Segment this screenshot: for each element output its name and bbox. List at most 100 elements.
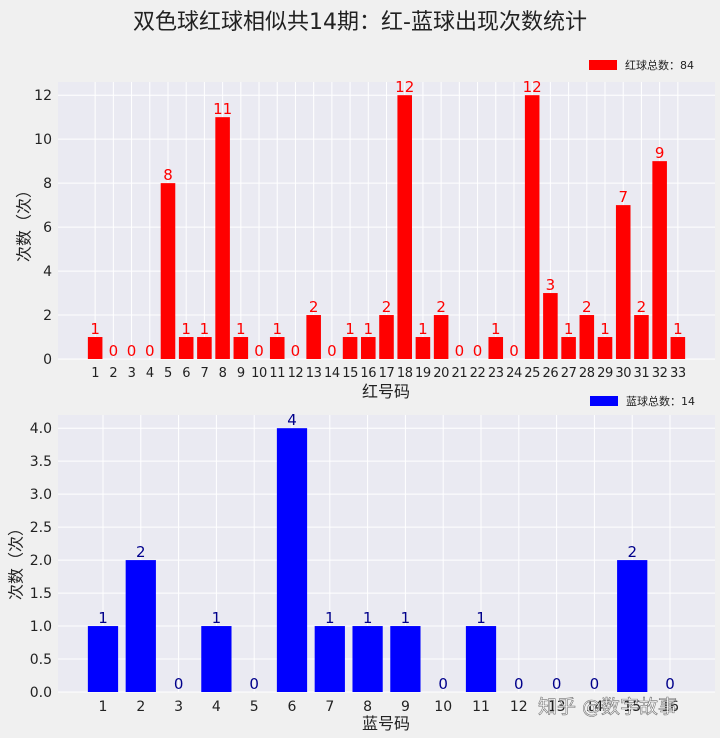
blue-x-tick-label-14: 14 (585, 699, 603, 715)
red-value-label-21: 0 (455, 342, 465, 360)
red-value-label-22: 0 (473, 342, 483, 360)
red-x-tick-label-31: 31 (634, 366, 650, 381)
red-bar-1 (87, 337, 103, 359)
red-bar-18 (397, 95, 412, 359)
red-value-label-4: 0 (145, 342, 155, 360)
blue-value-label-15: 2 (627, 543, 637, 561)
blue-y-tick-label: 3.0 (30, 487, 52, 503)
blue-value-label-8: 1 (363, 609, 373, 627)
red-x-tick-label-20: 20 (433, 366, 449, 381)
red-bar-20 (433, 315, 449, 359)
red-bar-13 (306, 315, 321, 359)
blue-bar-2 (125, 560, 156, 692)
blue-x-tick-label-2: 2 (136, 699, 145, 715)
red-bar-15 (342, 337, 358, 359)
blue-chart-x-axis-label: 蓝号码 (362, 714, 410, 733)
blue-bar-6 (276, 428, 308, 692)
blue-value-label-13: 0 (552, 675, 562, 693)
red-x-tick-label-12: 12 (288, 366, 304, 381)
red-x-tick-label-2: 2 (109, 366, 117, 381)
red-x-tick-label-25: 25 (524, 366, 540, 381)
red-x-tick-label-6: 6 (182, 366, 190, 381)
red-value-label-32: 9 (655, 144, 665, 162)
red-x-tick-label-26: 26 (543, 366, 559, 381)
red-bar-16 (361, 337, 376, 359)
red-x-tick-label-21: 21 (451, 366, 467, 381)
red-x-tick-label-29: 29 (597, 366, 613, 381)
red-value-label-20: 2 (436, 298, 446, 316)
red-value-label-15: 1 (345, 320, 355, 338)
red-x-tick-label-22: 22 (470, 366, 486, 381)
red-value-label-28: 2 (582, 298, 592, 316)
blue-y-tick-label: 1.5 (30, 586, 52, 602)
red-bar-26 (543, 293, 558, 359)
red-x-tick-label-30: 30 (615, 366, 631, 381)
red-bar-8 (215, 117, 230, 359)
red-y-tick-label: 6 (43, 220, 52, 236)
blue-y-tick-label: 0.0 (30, 685, 52, 701)
red-x-tick-label-15: 15 (342, 366, 358, 381)
red-value-label-12: 0 (291, 342, 301, 360)
watermark-text: 知乎 @数字故事 (538, 696, 677, 718)
red-bar-5 (160, 183, 176, 359)
red-bar-33 (670, 337, 686, 359)
blue-y-tick-label: 2.5 (30, 520, 52, 536)
blue-value-label-5: 0 (249, 675, 259, 693)
blue-bar-8 (352, 626, 383, 692)
blue-value-label-11: 1 (476, 609, 486, 627)
red-bar-11 (269, 337, 285, 359)
red-value-label-31: 2 (637, 298, 647, 316)
red-value-label-3: 0 (127, 342, 137, 360)
red-x-tick-label-10: 10 (251, 366, 267, 381)
blue-value-label-12: 0 (514, 675, 524, 693)
red-value-label-19: 1 (418, 320, 428, 338)
red-x-tick-label-28: 28 (579, 366, 595, 381)
red-value-label-7: 1 (200, 320, 210, 338)
red-legend-label: 红球总数：84 (625, 58, 694, 72)
blue-value-label-10: 0 (438, 675, 448, 693)
red-x-tick-label-17: 17 (379, 366, 395, 381)
red-x-tick-label-16: 16 (360, 366, 376, 381)
blue-ball-chart: 0.00.51.01.52.02.53.03.54.01122031405461… (30, 411, 715, 715)
red-x-tick-label-19: 19 (415, 366, 431, 381)
blue-chart-legend: 蓝球总数：14 (590, 394, 695, 408)
blue-y-tick-label: 0.5 (30, 652, 52, 668)
red-bar-27 (561, 337, 576, 359)
red-x-tick-label-1: 1 (91, 366, 99, 381)
red-x-tick-label-8: 8 (219, 366, 227, 381)
red-y-tick-label: 12 (34, 88, 52, 104)
red-x-tick-label-24: 24 (506, 366, 522, 381)
red-value-label-23: 1 (491, 320, 501, 338)
red-bar-25 (524, 95, 540, 359)
red-x-tick-label-11: 11 (269, 366, 285, 381)
red-value-label-29: 1 (600, 320, 610, 338)
red-bar-28 (579, 315, 595, 359)
red-x-tick-label-9: 9 (237, 366, 245, 381)
red-bar-23 (488, 337, 504, 359)
red-bar-29 (597, 337, 613, 359)
red-value-label-11: 1 (272, 320, 282, 338)
blue-value-label-4: 1 (212, 609, 222, 627)
red-x-tick-label-23: 23 (488, 366, 504, 381)
red-y-tick-label: 0 (43, 352, 52, 368)
blue-x-tick-label-7: 7 (325, 699, 334, 715)
blue-bar-1 (87, 626, 119, 692)
blue-plot-area (58, 415, 715, 692)
red-value-label-30: 7 (618, 188, 628, 206)
red-x-tick-label-32: 32 (652, 366, 668, 381)
red-y-tick-label: 8 (43, 176, 52, 192)
blue-y-tick-label: 2.0 (30, 553, 52, 569)
blue-legend-swatch (590, 396, 618, 406)
blue-x-tick-label-4: 4 (212, 699, 221, 715)
red-x-tick-label-14: 14 (324, 366, 340, 381)
red-y-tick-label: 2 (43, 308, 52, 324)
red-value-label-14: 0 (327, 342, 337, 360)
red-bar-9 (233, 337, 249, 359)
blue-x-tick-label-15: 15 (623, 699, 641, 715)
red-value-label-27: 1 (564, 320, 574, 338)
red-legend-swatch (589, 60, 617, 70)
blue-x-tick-label-1: 1 (99, 699, 108, 715)
red-y-tick-label: 4 (43, 264, 52, 280)
blue-x-tick-label-3: 3 (174, 699, 183, 715)
blue-value-label-6: 4 (287, 411, 297, 429)
